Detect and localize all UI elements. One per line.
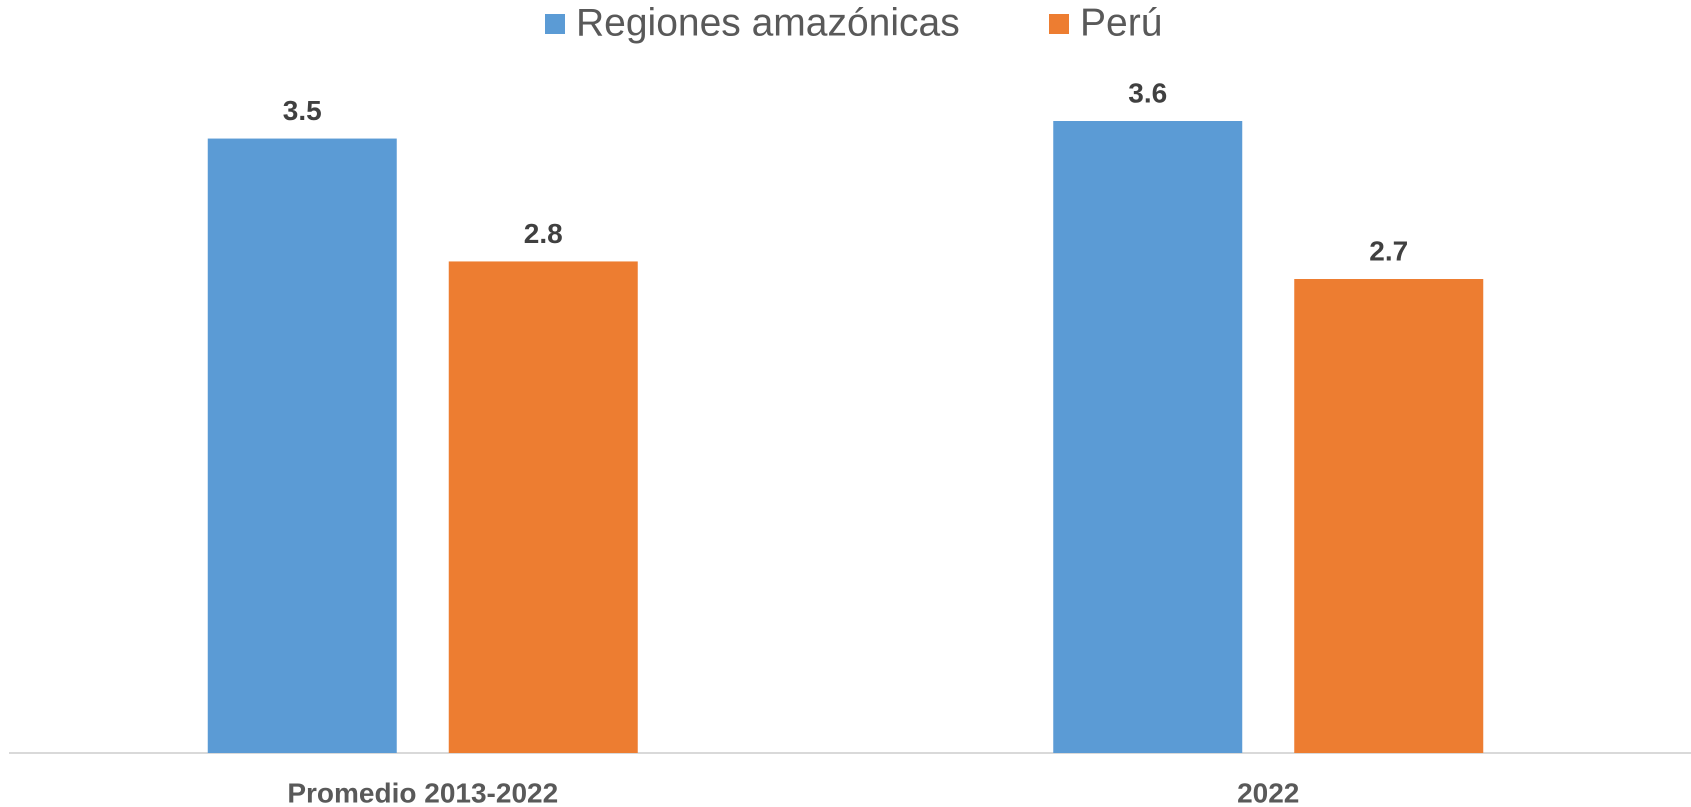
data-label: 2.8: [524, 218, 563, 249]
x-tick-label: 2022: [1237, 777, 1299, 807]
legend-swatch: [1049, 14, 1069, 34]
legend-swatch: [545, 14, 565, 34]
data-label: 2.7: [1369, 235, 1408, 266]
bar: [1053, 121, 1243, 753]
bar: [1294, 279, 1484, 753]
data-label: 3.5: [283, 95, 322, 126]
legend-label: Regiones amazónicas: [576, 1, 960, 44]
x-tick-label: Promedio 2013-2022: [287, 777, 558, 807]
data-label: 3.6: [1128, 77, 1167, 108]
legend-label: Perú: [1080, 1, 1162, 44]
bar: [448, 261, 638, 753]
bar: [207, 138, 397, 754]
